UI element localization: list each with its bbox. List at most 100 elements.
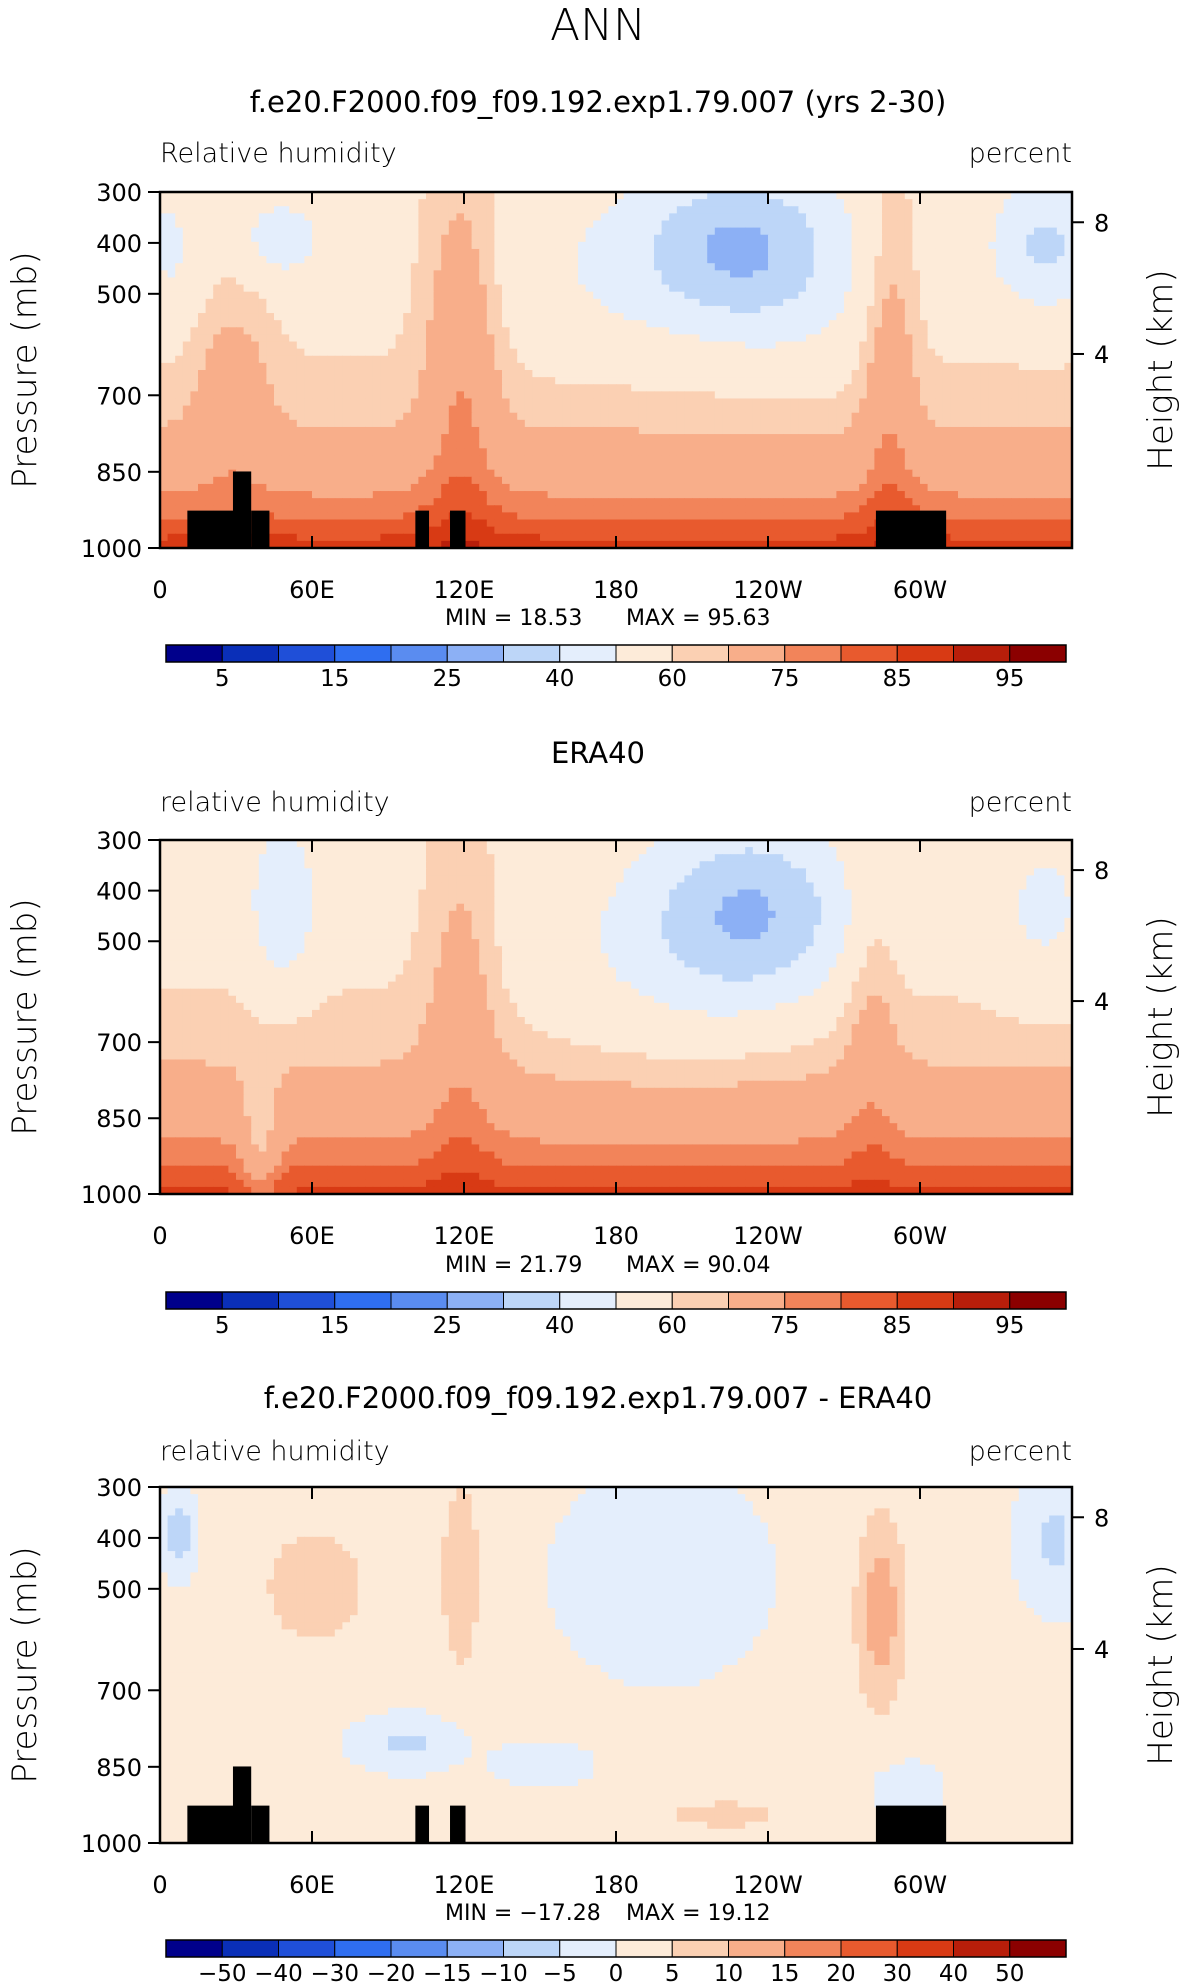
contour-cell	[160, 441, 169, 449]
contour-cell	[372, 455, 381, 464]
contour-cell	[251, 469, 260, 478]
contour-cell	[502, 455, 511, 464]
contour-cell	[676, 462, 685, 471]
contour-cell	[707, 455, 716, 464]
contour-cell	[441, 213, 450, 222]
contour-cell	[258, 384, 267, 392]
contour-cell	[980, 199, 989, 207]
contour-cell	[646, 391, 655, 400]
contour-cell	[1026, 398, 1035, 407]
contour-cell	[456, 412, 465, 421]
contour-cell	[251, 348, 260, 357]
contour-cell	[973, 320, 982, 328]
contour-cell	[684, 377, 693, 385]
contour-cell	[616, 476, 625, 485]
contour-cell	[638, 462, 647, 471]
contour-cell	[783, 377, 792, 385]
contour-cell	[798, 213, 807, 222]
contour-cell	[479, 469, 488, 478]
contour-cell	[882, 448, 891, 457]
contour-cell	[243, 320, 252, 328]
contour-cell	[745, 384, 754, 392]
contour-cell	[182, 227, 191, 236]
contour-cell	[927, 476, 936, 485]
contour-cell	[281, 441, 290, 449]
contour-cell	[996, 313, 1005, 321]
contour-cell	[562, 206, 571, 214]
contour-cell	[220, 362, 229, 371]
contour-cell	[517, 334, 526, 343]
contour-cell	[897, 455, 906, 464]
contour-cell	[342, 305, 351, 314]
contour-cell	[1003, 291, 1012, 300]
contour-cell	[965, 441, 974, 449]
contour-cell	[775, 320, 784, 328]
contour-cell	[357, 327, 366, 335]
contour-cell	[167, 327, 176, 335]
contour-cell	[752, 192, 761, 200]
contour-cell	[661, 327, 670, 335]
contour-cell	[608, 206, 617, 214]
contour-cell	[669, 377, 678, 385]
contour-cell	[160, 448, 169, 457]
contour-cell	[600, 270, 609, 279]
contour-cell	[973, 241, 982, 250]
contour-cell	[828, 476, 837, 485]
contour-cell	[334, 405, 343, 414]
contour-cell	[935, 313, 944, 321]
contour-cell	[1011, 355, 1020, 364]
contour-cell	[540, 313, 549, 321]
contour-cell	[775, 234, 784, 243]
contour-cell	[266, 305, 275, 314]
contour-cell	[319, 341, 328, 350]
contour-cell	[555, 419, 564, 428]
contour-cell	[258, 220, 267, 229]
contour-cell	[243, 462, 252, 471]
contour-cell	[327, 220, 336, 229]
contour-cell	[722, 313, 731, 321]
contour-cell	[532, 384, 541, 392]
contour-cell	[790, 305, 799, 314]
contour-cell	[312, 256, 321, 264]
contour-cell	[775, 263, 784, 271]
contour-cell	[380, 220, 389, 229]
contour-cell	[160, 434, 169, 442]
contour-cell	[175, 199, 184, 207]
contour-cell	[274, 270, 283, 279]
contour-cell	[965, 455, 974, 464]
contour-cell	[198, 384, 207, 392]
contour-cell	[927, 277, 936, 286]
contour-cell	[730, 320, 739, 328]
contour-cell	[410, 220, 419, 229]
contour-cell	[464, 298, 473, 307]
contour-cell	[988, 199, 997, 207]
contour-cell	[927, 334, 936, 343]
contour-cell	[806, 313, 815, 321]
contour-cell	[768, 313, 777, 321]
contour-cell	[182, 263, 191, 271]
contour-cell	[631, 469, 640, 478]
contour-cell	[760, 362, 769, 371]
contour-cell	[418, 220, 427, 229]
contour-cell	[494, 362, 503, 371]
contour-cell	[927, 234, 936, 243]
contour-cell	[942, 398, 951, 407]
contour-cell	[920, 448, 929, 457]
contour-cell	[730, 355, 739, 364]
contour-cell	[296, 206, 305, 214]
contour-cell	[988, 348, 997, 357]
contour-cell	[912, 248, 921, 257]
contour-cell	[996, 441, 1005, 449]
contour-cell	[980, 412, 989, 421]
contour-cell	[312, 426, 321, 435]
contour-cell	[289, 419, 298, 428]
contour-cell	[904, 263, 913, 271]
contour-cell	[1064, 277, 1073, 286]
contour-cell	[448, 305, 457, 314]
contour-cell	[1003, 362, 1012, 371]
contour-cell	[448, 405, 457, 414]
contour-cell	[266, 206, 275, 214]
contour-cell	[418, 391, 427, 400]
contour-cell	[958, 441, 967, 449]
contour-cell	[479, 270, 488, 279]
